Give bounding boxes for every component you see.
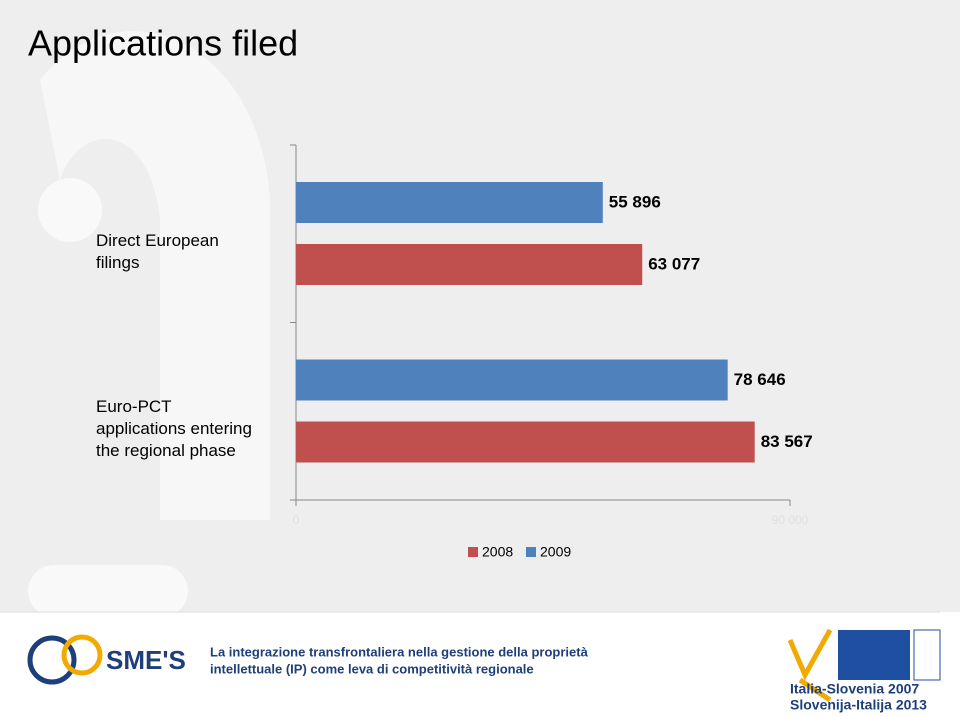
chart-title: Applications filed	[28, 23, 298, 64]
legend-swatch	[468, 547, 478, 557]
logo-left-mark	[61, 634, 103, 676]
logo-right-mark	[787, 628, 833, 703]
legend-swatch	[526, 547, 536, 557]
logo-right-text: Slovenija-Italija 2013	[790, 697, 927, 713]
value-label: 55 896	[609, 192, 661, 211]
x-tick-label: 90 000	[772, 513, 809, 527]
logo-right-text: Italia-Slovenia 2007	[790, 681, 919, 697]
logo-left-mark	[27, 635, 77, 685]
value-label: 63 077	[648, 254, 700, 273]
bar	[296, 244, 643, 285]
footer-line: La integrazione transfrontaliera nella g…	[210, 644, 589, 659]
value-label: 83 567	[761, 432, 813, 451]
bar	[296, 421, 755, 463]
logo-right-mark	[913, 629, 941, 681]
category-label: Direct European filings	[96, 230, 219, 272]
eu-flag	[838, 630, 910, 680]
background-shape	[28, 565, 188, 617]
bar	[296, 182, 603, 223]
legend-label: 2009	[540, 544, 571, 560]
background-shape	[40, 31, 270, 520]
background-shape	[38, 178, 102, 242]
logo-left-text: SME'S	[106, 645, 186, 675]
plot: 0 90 000 63 077 55 896 83 567 78 646 2008 2009	[290, 144, 813, 560]
legend-label: 2008	[482, 544, 513, 560]
footer-line: intellettuale (IP) come leva di competit…	[210, 661, 534, 676]
category-label: Euro-PCT applications entering the regio…	[96, 397, 252, 460]
value-label: 78 646	[734, 370, 786, 389]
bar	[296, 359, 728, 401]
x-tick-label: 0	[293, 513, 300, 527]
